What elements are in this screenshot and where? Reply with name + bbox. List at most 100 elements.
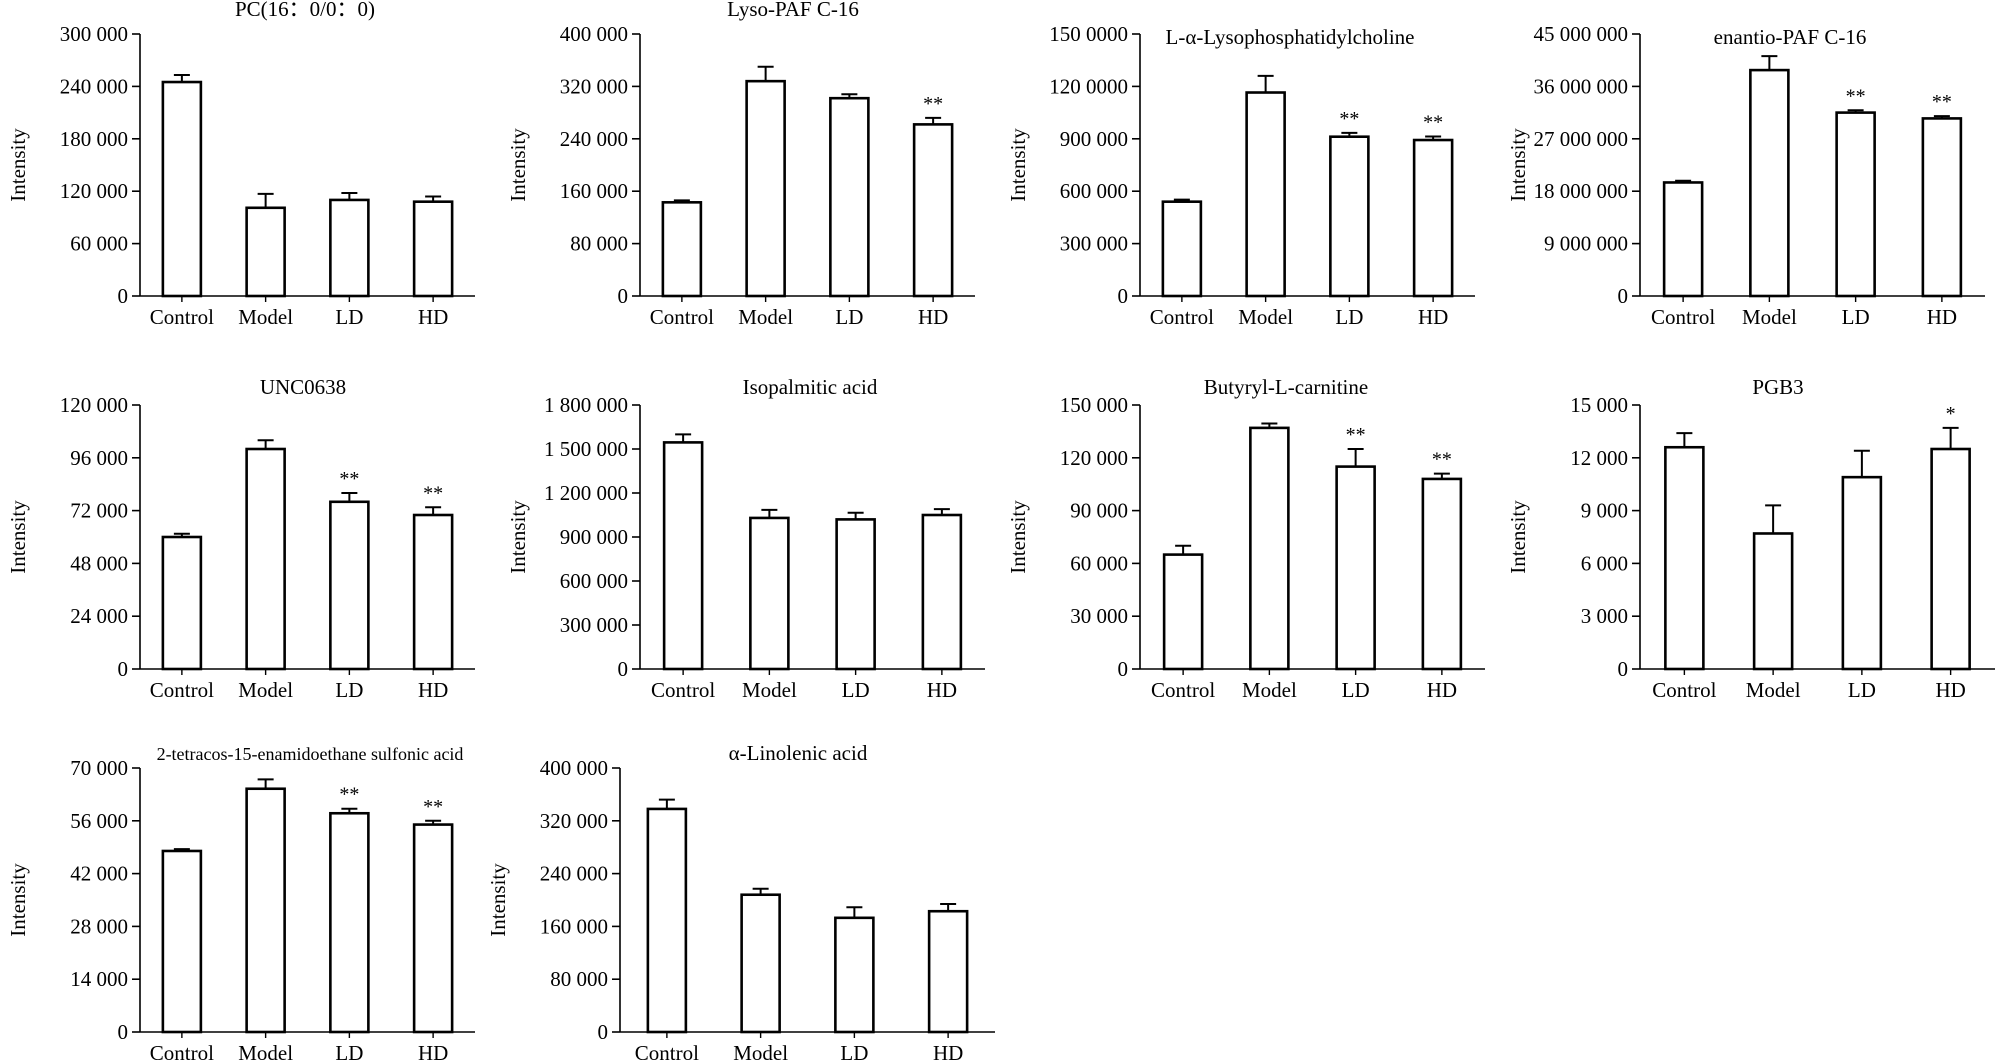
y-tick-label: 42 000 <box>70 862 128 886</box>
x-tick-label: Model <box>738 305 793 329</box>
x-tick-label: HD <box>1427 678 1457 702</box>
chart-title: α-Linolenic acid <box>729 741 868 765</box>
y-tick-label: 3 000 <box>1581 604 1628 628</box>
y-tick-label: 18 000 000 <box>1534 179 1629 203</box>
y-axis-label: Intensity <box>6 500 30 574</box>
y-axis-label: Intensity <box>6 863 30 937</box>
bar-model <box>1752 532 1794 671</box>
bar-hd <box>1930 447 1971 671</box>
bar-control <box>1664 445 1705 671</box>
x-tick-label: Model <box>238 1041 293 1060</box>
chart-panel-4: enantio-PAF C-16 0 9 000 000 18 000 000 27 0… <box>1506 22 1985 329</box>
x-tick-label: Model <box>1242 678 1297 702</box>
bar-model <box>245 206 286 298</box>
chart-title: PGB3 <box>1752 375 1803 399</box>
y-tick-label: 60 000 <box>70 232 128 256</box>
x-tick-label: LD <box>1848 678 1876 702</box>
bar-control <box>161 80 203 298</box>
bar-model <box>740 893 781 1034</box>
bar-control <box>161 849 203 1034</box>
x-tick-label: Model <box>238 678 293 702</box>
x-tick-label: Control <box>1151 678 1215 702</box>
y-tick-label: 300 000 <box>60 22 128 46</box>
x-tick-label: LD <box>842 678 870 702</box>
x-tick-label: Model <box>1746 678 1801 702</box>
y-tick-label: 600 000 <box>560 569 628 593</box>
chart-title: PC(16：0/0：0) <box>235 0 375 21</box>
significance-marker: ** <box>1932 91 1952 113</box>
bar-ld <box>835 518 876 671</box>
bar-model <box>245 447 286 671</box>
x-tick-label: LD <box>335 678 363 702</box>
significance-marker: ** <box>339 784 359 806</box>
x-tick-label: Control <box>1652 678 1716 702</box>
y-tick-label: 320 000 <box>540 809 608 833</box>
bar-control <box>646 807 688 1034</box>
y-tick-label: 36 000 000 <box>1534 74 1629 98</box>
y-tick-label: 0 <box>1618 284 1629 308</box>
y-tick-label: 70 000 <box>70 756 128 780</box>
bar-ld <box>329 198 370 298</box>
chart-panel-6: Isopalmitic acid 0 300 000 600 000 900 000 1 … <box>506 375 985 702</box>
y-tick-label: 1 200 000 <box>544 481 628 505</box>
y-tick-label: 12 000 <box>1570 446 1628 470</box>
bar-model <box>1749 68 1790 298</box>
y-tick-label: 9 000 <box>1581 499 1628 523</box>
bar-hd <box>927 909 969 1034</box>
y-tick-label: 120 0000 <box>1049 74 1128 98</box>
y-tick-label: 48 000 <box>70 551 128 575</box>
significance-marker: * <box>1946 403 1956 425</box>
bar-model <box>1245 91 1286 298</box>
y-tick-label: 1 800 000 <box>544 393 628 417</box>
chart-panel-9: 2-tetracos-15-enamidoethane sulfonic aci… <box>6 744 475 1060</box>
bar-hd <box>912 123 954 298</box>
y-tick-label: 28 000 <box>70 914 128 938</box>
bar-model <box>745 79 786 298</box>
y-axis-label: Intensity <box>1006 128 1030 202</box>
x-tick-label: Model <box>1742 305 1797 329</box>
x-tick-label: LD <box>840 1041 868 1060</box>
y-tick-label: 1 500 000 <box>544 437 628 461</box>
x-tick-label: Control <box>1651 305 1715 329</box>
chart-panel-7: Butyryl-L-carnitine 0 30 000 60 000 90 000 12… <box>1006 375 1485 702</box>
x-tick-label: HD <box>1418 305 1448 329</box>
y-tick-label: 150 000 <box>1060 393 1128 417</box>
y-axis-label: Intensity <box>6 128 30 202</box>
x-tick-label: HD <box>418 1041 448 1060</box>
chart-panel-2: Lyso-PAF C-16 0 80 000 160 000 240 000 320 00… <box>506 0 975 329</box>
significance-marker: ** <box>1432 449 1452 471</box>
bar-control <box>1161 200 1203 298</box>
y-tick-label: 240 000 <box>560 127 628 151</box>
y-tick-label: 0 <box>1118 284 1129 308</box>
y-tick-label: 400 000 <box>560 22 628 46</box>
x-tick-label: Model <box>238 305 293 329</box>
y-tick-label: 9 000 000 <box>1544 232 1628 256</box>
bar-ld <box>329 811 370 1034</box>
y-tick-label: 180 000 <box>60 127 128 151</box>
bar-ld <box>1329 135 1370 298</box>
chart-title: enantio-PAF C-16 <box>1714 25 1867 49</box>
y-tick-label: 900 000 <box>560 525 628 549</box>
x-tick-label: Model <box>733 1041 788 1060</box>
bar-control <box>161 535 203 671</box>
x-tick-label: Control <box>635 1041 699 1060</box>
y-axis-label: Intensity <box>1006 500 1030 574</box>
x-tick-label: Control <box>650 305 714 329</box>
bar-hd <box>1421 477 1463 671</box>
chart-title: 2-tetracos-15-enamidoethane sulfonic aci… <box>157 744 464 764</box>
y-axis-label: Intensity <box>1506 500 1530 574</box>
x-tick-label: HD <box>1927 305 1957 329</box>
chart-panel-1: PC(16：0/0：0) 0 60 000 120 000 180 000 240 000… <box>6 0 475 329</box>
chart-panel-10: α-Linolenic acid 0 80 000 160 000 240 000 320… <box>486 741 995 1060</box>
x-tick-label: LD <box>335 305 363 329</box>
bar-hd <box>412 513 454 671</box>
y-tick-label: 300 000 <box>1060 232 1128 256</box>
x-tick-label: LD <box>1335 305 1363 329</box>
y-tick-label: 120 000 <box>60 393 128 417</box>
x-tick-label: Model <box>742 678 797 702</box>
bar-control <box>1162 553 1204 671</box>
y-tick-label: 600 000 <box>1060 179 1128 203</box>
bar-ld <box>829 96 870 298</box>
bar-ld <box>329 500 370 671</box>
x-tick-label: LD <box>1342 678 1370 702</box>
